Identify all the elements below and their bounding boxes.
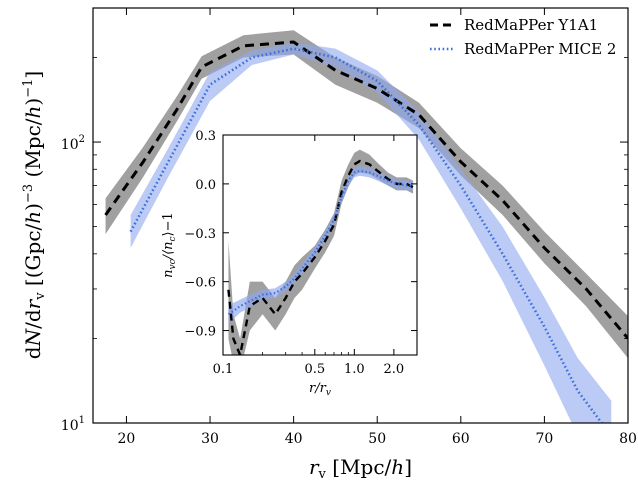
legend-label-1: RedMaPPer Y1A1 xyxy=(464,16,598,34)
x-tick-label-4: 60 xyxy=(452,431,470,447)
y-tick-label-base-1: 10 xyxy=(61,137,79,153)
inset-y-title-n: n xyxy=(161,269,176,277)
x-tick-label-2: 40 xyxy=(285,431,303,447)
inset-x-tick-label-1: 0.5 xyxy=(304,362,325,377)
y-axis-title-h2: h xyxy=(21,106,45,119)
main-axes-frame xyxy=(92,7,629,424)
y-axis-title-mpc: (Mpc/ xyxy=(21,118,45,184)
x-axis-title-close: ] xyxy=(404,455,412,479)
legend: RedMaPPer Y1A1 RedMaPPer MICE 2 xyxy=(430,16,616,58)
inset-series-line-1 xyxy=(227,159,414,355)
inset-axes-frame xyxy=(222,134,418,356)
inset-y-tick-label-4: −0.9 xyxy=(184,325,216,340)
y-tick-label-0: 101 xyxy=(61,415,85,434)
x-axis-title-sub: v xyxy=(318,467,327,482)
inset-x-tick-label-0: 0.1 xyxy=(213,362,234,377)
inset-y-tick-label-1: 0.0 xyxy=(195,178,216,193)
x-axis-title: rv [Mpc/h] xyxy=(309,455,412,482)
inset-y-title-nc: /⟨n xyxy=(161,241,176,261)
y-axis-title-exp1: −3 xyxy=(21,184,36,203)
inset-y-tick-label-3: −0.6 xyxy=(184,276,216,291)
inset-y-tick-label-0: 0.3 xyxy=(195,129,216,144)
inset-plot-area xyxy=(227,149,414,355)
y-axis-title-N: N xyxy=(21,327,45,347)
main-plot-area xyxy=(104,30,628,423)
inset-y-title-sub1: vc xyxy=(168,259,178,269)
x-tick-label-6: 80 xyxy=(619,431,637,447)
inset-y-title-sub2: c xyxy=(168,236,178,241)
y-axis-title-slash: /d xyxy=(21,309,45,329)
inset-x-axis-title: r/rv xyxy=(309,381,331,398)
legend-label-2: RedMaPPer MICE 2 xyxy=(464,40,616,58)
inset-series-band-1 xyxy=(228,149,414,355)
x-tick-label-5: 70 xyxy=(535,431,553,447)
y-tick-label-1: 102 xyxy=(61,134,85,153)
inset-series-band-2 xyxy=(228,165,414,325)
y-axis-title-sub: v xyxy=(33,292,48,301)
inset-x-title-main: r/r xyxy=(309,381,327,396)
y-axis-title-paren: ) xyxy=(21,203,45,211)
main-series-line-1 xyxy=(104,40,628,340)
x-axis-title-h: h xyxy=(391,455,404,479)
inset-x-title-sub: v xyxy=(326,388,331,398)
inset-y-axis-title: nvc/⟨nc⟩−1 xyxy=(161,212,178,278)
x-tick-label-0: 20 xyxy=(118,431,136,447)
x-tick-label-1: 30 xyxy=(201,431,219,447)
x-tick-label-3: 50 xyxy=(368,431,386,447)
y-tick-label-base-0: 10 xyxy=(61,418,79,434)
y-axis-title-paren2: ) xyxy=(21,98,45,106)
y-axis-title-d: d xyxy=(21,346,45,359)
inset-x-tick-label-2: 1.0 xyxy=(344,362,365,377)
y-axis-title-exp2: −1 xyxy=(21,79,36,98)
inset-y-title-tail: ⟩−1 xyxy=(161,212,176,236)
y-tick-label-exp-1: 2 xyxy=(79,134,85,145)
main-series-band-1 xyxy=(105,30,628,359)
y-axis-title-gpc: [(Gpc/ xyxy=(21,223,45,292)
inset-y-tick-label-2: −0.3 xyxy=(184,227,216,242)
x-axis-title-var: r xyxy=(309,455,320,479)
main-series-band-2 xyxy=(130,42,612,423)
y-tick-label-exp-0: 1 xyxy=(79,415,85,426)
y-axis-title-close: ] xyxy=(21,71,45,79)
y-axis-title-r: r xyxy=(21,298,45,309)
x-axis-title-unit: [Mpc/ xyxy=(326,455,392,479)
inset-x-tick-label-3: 2.0 xyxy=(384,362,405,377)
y-axis-title: dN/drv [(Gpc/h)−3 (Mpc/h)−1] xyxy=(21,71,48,359)
y-axis-title-h1: h xyxy=(21,211,45,224)
inset-series-line-2 xyxy=(227,169,414,316)
